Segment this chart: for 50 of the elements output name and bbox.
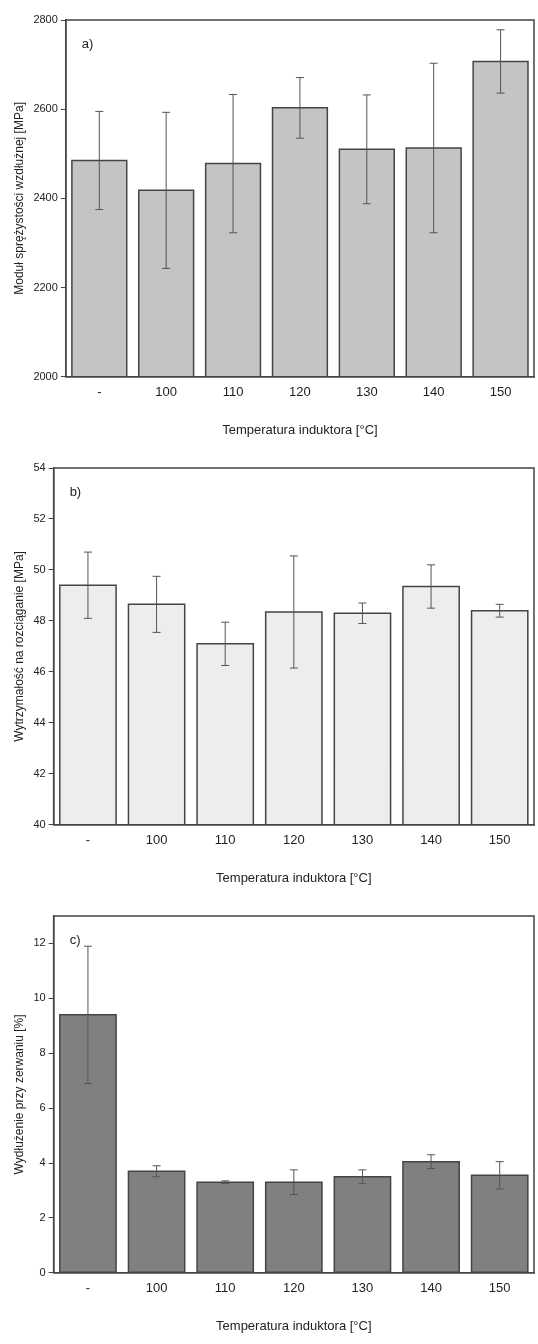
y-tick-label: 2600 — [33, 102, 58, 115]
y-tick-label: 48 — [33, 613, 46, 626]
y-tick-label: 52 — [33, 512, 46, 524]
y-tick-label: 12 — [33, 936, 46, 949]
x-tick-label: 100 — [145, 832, 168, 848]
x-tick-label: 100 — [155, 384, 178, 400]
annotation: b) — [69, 484, 82, 500]
x-tick-label: - — [85, 1280, 91, 1296]
annotation: c) — [69, 932, 81, 948]
y-tick-label: 2 — [39, 1210, 46, 1223]
x-axis-title: Temperatura induktora [°C] — [216, 1317, 372, 1333]
x-tick-label: 140 — [420, 832, 442, 848]
x-tick-label: 120 — [282, 1280, 305, 1296]
y-tick-label: 44 — [33, 715, 46, 728]
x-tick-label: 120 — [282, 832, 305, 848]
x-tick-label: 110 — [214, 1280, 236, 1296]
x-tick-label: 130 — [351, 1280, 374, 1296]
x-tick-label: 150 — [488, 832, 511, 848]
x-axis-title: Temperatura induktora [°C] — [216, 869, 372, 885]
y-tick-label: 2200 — [33, 280, 58, 293]
y-tick-label: 2400 — [33, 191, 58, 204]
x-tick-label: 110 — [222, 384, 244, 400]
y-tick-label: 2800 — [33, 13, 58, 26]
y-tick-label: 6 — [39, 1101, 46, 1114]
annotation: a) — [81, 36, 94, 52]
y-tick-label: 4 — [39, 1156, 46, 1169]
y-tick-label: 50 — [33, 562, 46, 575]
y-axis-title: Wydłużenie przy zerwaniu [%] — [11, 1014, 26, 1175]
x-tick-label: - — [85, 832, 91, 848]
x-tick-label: 110 — [214, 832, 236, 848]
y-tick-label: 54 — [33, 461, 46, 474]
y-tick-label: 42 — [33, 766, 46, 779]
x-tick-label: 150 — [489, 384, 512, 400]
x-tick-label: 140 — [422, 384, 445, 400]
y-tick-label: 46 — [33, 664, 46, 677]
y-axis-title: Wytrzymałość na rozciąganie [MPa] — [11, 551, 26, 742]
x-tick-label: 140 — [420, 1280, 442, 1296]
y-tick-label: 2000 — [33, 369, 58, 382]
y-tick-label: 0 — [39, 1265, 46, 1278]
y-axis-title: Moduł sprężystości wzdłużnej [MPa] — [11, 102, 26, 295]
y-tick-label: 40 — [33, 817, 46, 830]
x-tick-label: 150 — [488, 1280, 511, 1296]
x-tick-label: 130 — [351, 832, 374, 848]
x-tick-label: 100 — [145, 1280, 168, 1296]
y-tick-label: 10 — [33, 991, 46, 1004]
x-tick-label: 120 — [289, 384, 311, 400]
y-tick-label: 8 — [39, 1046, 46, 1059]
x-tick-label: 130 — [355, 384, 378, 400]
x-axis-title: Temperatura induktora [°C] — [222, 421, 378, 437]
x-tick-label: - — [97, 384, 102, 400]
